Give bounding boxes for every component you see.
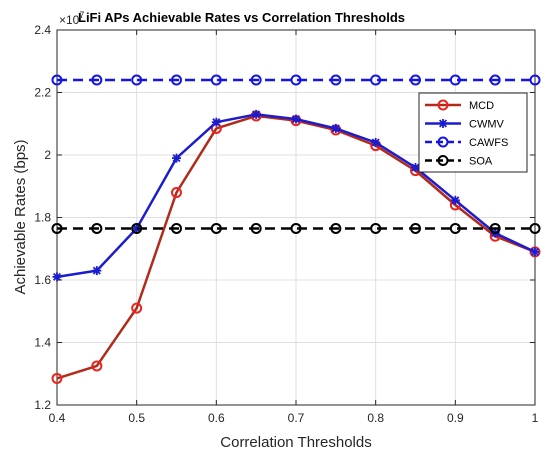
legend-marker-cwmv [438, 119, 448, 128]
x-tick-label: 0.4 [49, 411, 66, 425]
x-tick-label: 0.7 [288, 411, 305, 425]
y-exponent-label: ×107 [59, 10, 84, 27]
data-point-soa [51, 222, 63, 234]
data-point-cwmv [530, 247, 540, 257]
data-point-cawfs [210, 74, 222, 86]
data-point-cawfs [410, 74, 421, 86]
data-point-mcd [51, 372, 63, 384]
data-point-mcd [171, 187, 182, 198]
data-point-mcd [131, 302, 143, 314]
y-tick-label: 2 [44, 148, 51, 162]
data-point-soa [131, 222, 143, 234]
y-tick-label: 2.4 [34, 23, 51, 37]
x-tick-label: 0.6 [208, 411, 225, 425]
data-point-cwmv [291, 114, 301, 124]
x-tick-label: 1 [532, 411, 539, 425]
legend-marker-mcd [437, 99, 449, 111]
data-point-cawfs [171, 74, 182, 86]
x-axis-label: Correlation Thresholds [220, 434, 371, 451]
legend-item-cawfs: CAWFS [425, 136, 508, 149]
data-point-soa [91, 222, 103, 234]
data-point-soa [370, 222, 382, 234]
legend-item-cwmv: CWMV [425, 119, 504, 131]
legend-label-cwmv: CWMV [469, 119, 504, 131]
y-axis-ticks: 1.2 1.4 1.6 1.8 2 2.2 2.4 [34, 23, 535, 412]
y-axis-label: Achievable Rates (bps) [12, 139, 29, 294]
legend-item-mcd: MCD [425, 99, 494, 112]
data-point-soa [449, 222, 461, 234]
data-point-cawfs [131, 74, 143, 86]
data-point-cwmv [450, 195, 460, 205]
data-point-soa [529, 222, 541, 234]
legend-marker-soa [437, 155, 449, 166]
x-tick-label: 0.5 [128, 411, 145, 425]
data-point-cawfs [449, 74, 461, 86]
data-point-cawfs [370, 74, 382, 86]
data-point-soa [290, 222, 302, 234]
legend-label-soa: SOA [469, 156, 493, 168]
x-axis-ticks: 0.4 0.5 0.6 0.7 0.8 0.9 1 [49, 30, 539, 425]
data-point-soa [410, 222, 421, 234]
data-point-cawfs [290, 74, 302, 86]
x-tick-label: 0.8 [367, 411, 384, 425]
legend-label-mcd: MCD [469, 100, 494, 112]
series-cawfs [51, 74, 541, 86]
data-point-cawfs [330, 74, 342, 86]
series-cwmv [52, 109, 540, 282]
chart-title: LiFi APs Achievable Rates vs Correlation… [78, 10, 405, 25]
legend-label-cawfs: CAWFS [469, 137, 508, 149]
data-point-mcd [91, 360, 103, 372]
x-tick-label: 0.9 [447, 411, 464, 425]
y-tick-label: 1.4 [34, 336, 51, 350]
data-point-soa [489, 222, 501, 234]
y-tick-label: 1.6 [34, 273, 51, 287]
series-layer [51, 74, 541, 384]
legend-marker-cawfs [437, 136, 449, 148]
data-point-cwmv [211, 117, 221, 127]
y-tick-label: 1.2 [34, 398, 51, 412]
data-point-cwmv [52, 272, 62, 282]
data-point-soa [250, 222, 262, 234]
data-point-soa [171, 222, 182, 234]
data-point-cawfs [529, 74, 541, 86]
data-point-cawfs [489, 74, 501, 86]
y-tick-label: 2.2 [34, 86, 51, 100]
legend: MCD CWMV CAWFS SOA [418, 92, 528, 173]
data-point-cwmv [92, 266, 102, 276]
data-point-cawfs [51, 74, 63, 86]
legend-item-soa: SOA [425, 155, 493, 168]
data-point-soa [330, 222, 342, 234]
data-point-cwmv [172, 153, 181, 163]
data-point-cwmv [371, 138, 381, 147]
series-soa [51, 222, 541, 234]
grid-lines [56, 29, 536, 406]
y-tick-label: 1.8 [34, 211, 51, 225]
data-point-cwmv [331, 123, 341, 133]
data-point-cawfs [250, 74, 262, 86]
data-point-cawfs [91, 74, 103, 86]
data-point-soa [210, 222, 222, 234]
data-point-cwmv [251, 109, 261, 119]
legend-box [418, 92, 528, 173]
